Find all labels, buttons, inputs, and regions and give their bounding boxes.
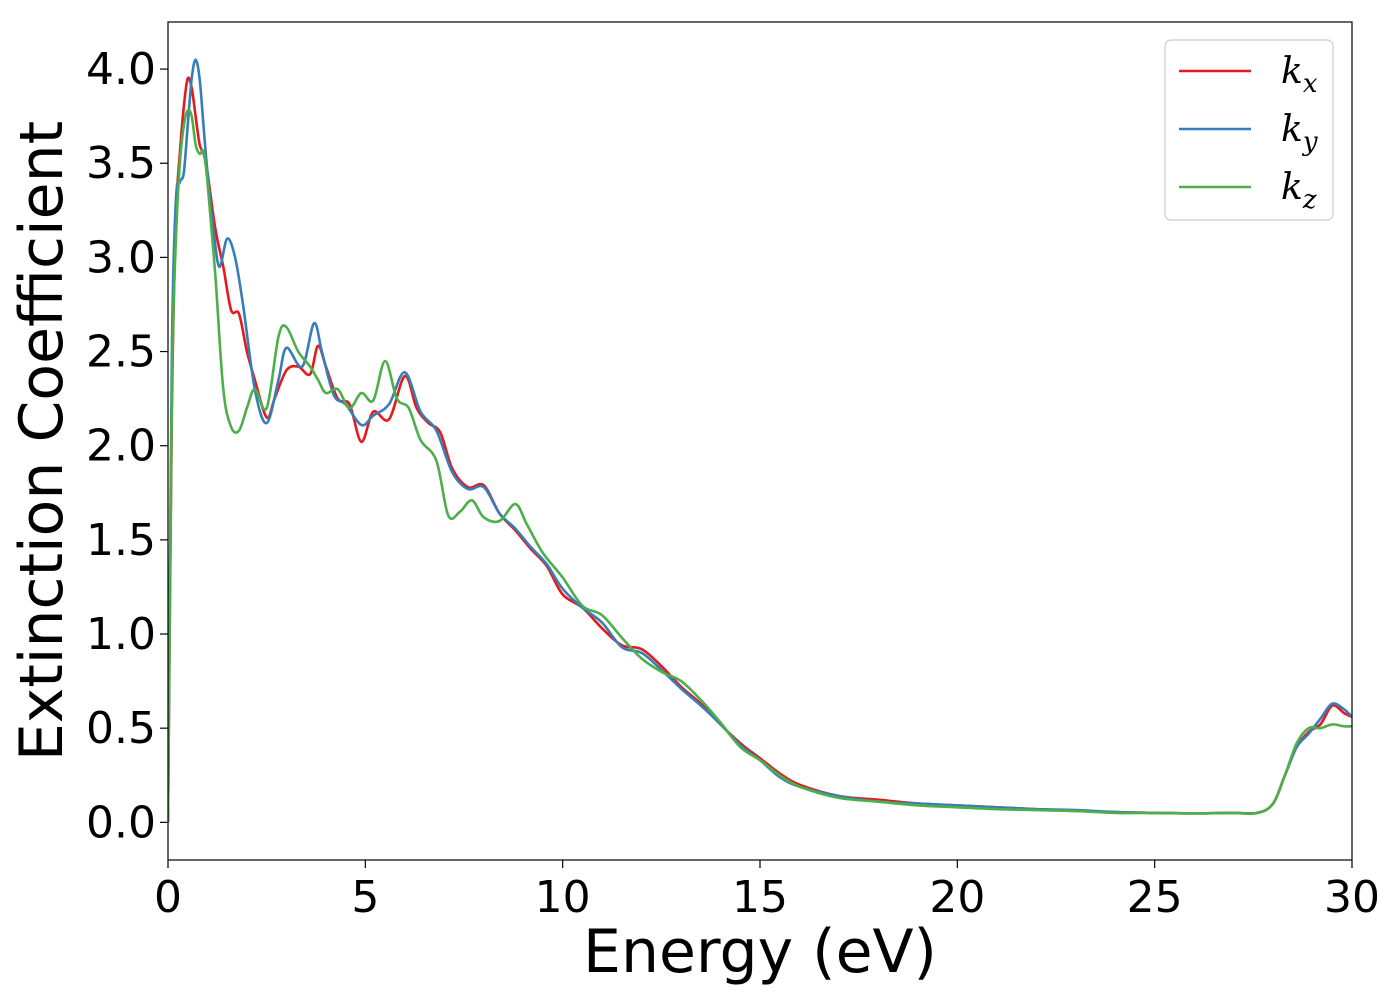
y-tick-label: 4.0	[86, 44, 156, 95]
y-tick-label: 0.0	[86, 797, 156, 848]
y-axis-label: Extinction Coefficient	[7, 121, 77, 761]
y-tick-label: 2.5	[86, 327, 156, 378]
legend-label-y: ky	[1281, 109, 1318, 157]
ticks-layer: 0 5 10 15 20 25 30 0.0 0.5 1.0 1.5 2.0 2.5 3.0 3.5 4.0	[86, 44, 1380, 923]
x-tick-label: 20	[929, 872, 985, 923]
x-tick-label: 0	[154, 872, 182, 923]
x-tick-label: 30	[1324, 872, 1380, 923]
x-tick-label: 10	[535, 872, 591, 923]
y-tick-label: 3.0	[86, 232, 156, 283]
series-layer	[168, 58, 1352, 823]
x-tick-label: 5	[351, 872, 379, 923]
y-tick-label: 1.0	[86, 609, 156, 660]
y-tick-label: 3.5	[86, 138, 156, 189]
y-tick-label: 1.5	[86, 515, 156, 566]
x-tick-label: 15	[732, 872, 788, 923]
y-tick-label: 2.0	[86, 421, 156, 472]
x-tick-label: 25	[1127, 872, 1183, 923]
y-tick-label: 0.5	[86, 703, 156, 754]
x-axis-label: Energy (eV)	[583, 917, 937, 987]
series-line-z	[168, 108, 1352, 823]
